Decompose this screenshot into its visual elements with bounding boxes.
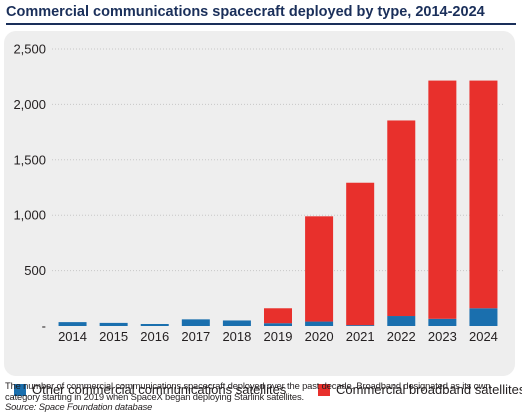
x-tick-label: 2018 (222, 329, 251, 344)
bar-other-satellites (428, 318, 457, 326)
y-tick-label: 2,500 (13, 42, 46, 57)
gridlines (52, 48, 504, 272)
y-tick-label: 1,500 (13, 152, 46, 167)
y-tick-label: 2,000 (13, 97, 46, 112)
source-text: Source: Space Foundation database (5, 401, 153, 413)
x-tick-label: 2021 (346, 329, 375, 344)
bar-broadband-satellites (305, 216, 334, 322)
bar-broadband-satellites (264, 308, 292, 324)
chart-title: Commercial communications spacecraft dep… (6, 4, 485, 20)
bar-other-satellites (222, 320, 251, 326)
legend-swatch-broadband (318, 384, 330, 396)
x-axis-ticks: 2014 2015 2016 2017 2018 2019 2020 2021 2022 2023… (58, 329, 498, 344)
y-tick-label: - (42, 319, 46, 334)
legend-label-broadband: Commercial broadband satellites (336, 382, 522, 397)
y-tick-label: 500 (24, 263, 46, 278)
legend: Other commercial communications satellit… (14, 381, 522, 399)
legend-label-other: Other commercial communications satellit… (32, 382, 287, 397)
bar-other-satellites (387, 316, 416, 326)
x-tick-label: 2024 (469, 329, 498, 344)
bar-broadband-satellites (387, 120, 416, 317)
legend-swatch-other (14, 384, 26, 396)
title-divider (6, 23, 516, 25)
y-axis-ticks: - 500 1,000 1,500 2,000 2,500 (13, 42, 46, 334)
bar-broadband-satellites (469, 80, 498, 309)
x-tick-label: 2022 (387, 329, 416, 344)
bar-other-satellites (305, 321, 334, 326)
bar-broadband-satellites (346, 182, 375, 326)
bars (58, 80, 498, 326)
bar-other-satellites (181, 319, 210, 326)
y-tick-label: 1,000 (13, 208, 46, 223)
chart-note: The number of commercial communications … (5, 380, 519, 413)
x-tick-label: 2023 (428, 329, 457, 344)
bar-other-satellites (469, 308, 498, 326)
bar-broadband-satellites (428, 80, 457, 319)
bar-other-satellites (140, 324, 169, 326)
x-tick-label: 2014 (58, 329, 87, 344)
x-tick-label: 2020 (305, 329, 334, 344)
bar-other-satellites (264, 323, 292, 326)
x-tick-label: 2017 (181, 329, 210, 344)
chart-panel: -500 1,000 1,500 2,000 2,500 2014 2015 2016 201… (4, 31, 522, 397)
x-tick-label: 2019 (264, 329, 293, 344)
note-text: The number of commercial communications … (5, 380, 491, 402)
bar-other-satellites (99, 322, 128, 326)
bar-other-satellites (58, 322, 87, 326)
x-tick-label: 2015 (99, 329, 128, 344)
bar-other-satellites (346, 325, 375, 326)
x-tick-label: 2016 (140, 329, 169, 344)
